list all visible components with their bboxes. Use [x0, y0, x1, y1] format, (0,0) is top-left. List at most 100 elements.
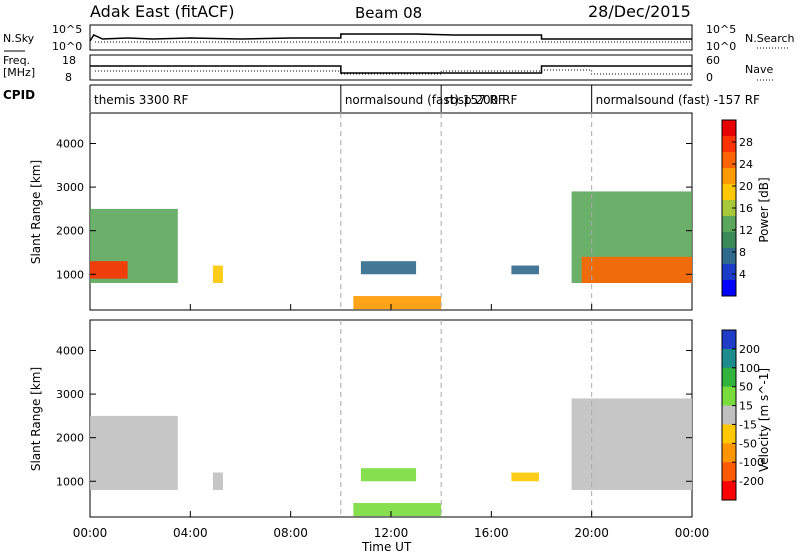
- velocity-colorbar-swatch-2: [722, 367, 736, 388]
- velocity-colorbar-swatch-0: [722, 330, 736, 350]
- velocity-colorbar-tick-label-4: -15: [739, 418, 757, 431]
- velocity-colorbar-title: Velocity [m s^-1]: [757, 368, 771, 472]
- cpid-segment-label-2: rbsp 200 RF: [445, 93, 517, 107]
- x-tick-label-5: 20:00: [574, 526, 609, 540]
- velocity-colorbar-tick-label-0: 200: [739, 343, 760, 356]
- power-colorbar-swatch-8: [722, 248, 736, 265]
- x-tick-label-6: 00:00: [675, 526, 710, 540]
- freq-label: Freq.: [3, 54, 30, 67]
- heatmap-region-4: [360, 261, 417, 275]
- power-colorbar-swatch-2: [722, 152, 736, 169]
- velocity-colorbar-tick-label-2: 50: [739, 381, 753, 394]
- power-colorbar-swatch-5: [722, 200, 736, 217]
- noise-axis-top-left: 10^5: [52, 23, 82, 36]
- power-colorbar-tick-label-4: 12: [739, 224, 753, 237]
- velocity-colorbar-tick-label-5: -50: [739, 437, 757, 450]
- heatmap-region-5: [571, 398, 692, 490]
- heatmap-region-5: [511, 265, 539, 275]
- y-tick-label-3: 4000: [56, 345, 84, 358]
- power-colorbar-title: Power [dB]: [757, 177, 771, 242]
- heatmap-region-3: [360, 468, 417, 482]
- date-title: 28/Dec/2015: [588, 2, 691, 21]
- noise-axis-top-right: 10^5: [706, 23, 736, 36]
- nsearch-label: N.Search: [745, 32, 795, 45]
- freq-tick-bottom: 8: [65, 71, 72, 84]
- power-colorbar-tick-label-6: 4: [739, 268, 746, 281]
- heatmap-region-1: [90, 261, 128, 279]
- power-colorbar-swatch-6: [722, 216, 736, 233]
- cpid-segment-label-0: themis 3300 RF: [94, 93, 188, 107]
- cpid-label: CPID: [3, 88, 35, 102]
- velocity-colorbar-swatch-3: [722, 386, 736, 407]
- freq-unit-label: [MHz]: [3, 66, 35, 79]
- power-colorbar-swatch-1: [722, 136, 736, 153]
- nave-series-line: [95, 69, 692, 75]
- power-colorbar-tick-label-5: 8: [739, 246, 746, 259]
- nave-tick-top: 60: [706, 54, 720, 67]
- x-tick-label-4: 16:00: [474, 526, 509, 540]
- freq-panel-frame: [89, 54, 693, 81]
- power-colorbar-swatch-3: [722, 168, 736, 185]
- power-colorbar-tick-label-1: 24: [739, 158, 753, 171]
- noise-panel-frame: [89, 24, 693, 51]
- velocity-colorbar-swatch-8: [722, 481, 736, 501]
- cpid-segments: themis 3300 RF normalsound (fast) 157 RFr…: [89, 85, 760, 112]
- heatmap-region-2: [353, 503, 442, 517]
- nsky-label: N.Sky: [3, 32, 35, 45]
- noise-axis-bottom-left: 10^0: [52, 40, 82, 53]
- velocity-colorbar: 200 100 50 15 -15 -50 -100 -200: [721, 329, 764, 501]
- power-colorbar-swatch-4: [722, 184, 736, 201]
- velocity-colorbar-swatch-7: [722, 462, 736, 482]
- x-tick-label-3: 12:00: [374, 526, 409, 540]
- heatmap-region-0: [90, 415, 178, 490]
- y-tick-label-2: 3000: [56, 388, 84, 401]
- power-colorbar-tick-label-0: 28: [739, 136, 753, 149]
- power-colorbar-swatch-0: [722, 120, 736, 137]
- y-tick-label-0: 1000: [56, 268, 84, 281]
- power-heatmap: [90, 113, 692, 310]
- time-x-axis: 00:00 04:00 08:00 12:00 16:00 20:00 00:00: [73, 304, 710, 540]
- heatmap-region-2: [212, 265, 223, 283]
- y-tick-label-2: 3000: [56, 181, 84, 194]
- power-colorbar: 28 24 20 16 12 8 4: [721, 119, 753, 297]
- heatmap-region-3: [353, 296, 442, 310]
- velocity-colorbar-tick-label-7: -200: [739, 475, 764, 488]
- y-tick-label-1: 2000: [56, 432, 84, 445]
- freq-tick-top: 18: [62, 54, 76, 67]
- y-tick-label-0: 1000: [56, 475, 84, 488]
- velocity-colorbar-tick-label-6: -100: [739, 456, 764, 469]
- power-colorbar-swatch-7: [722, 232, 736, 249]
- noise-axis-bottom-right: 10^0: [706, 40, 736, 53]
- power-colorbar-tick-label-2: 20: [739, 180, 753, 193]
- nave-tick-bottom: 0: [706, 71, 713, 84]
- x-tick-label-1: 04:00: [173, 526, 208, 540]
- velocity-colorbar-tick-label-1: 100: [739, 362, 760, 375]
- heatmap-region-1: [212, 472, 223, 490]
- velocity-colorbar-swatch-1: [722, 348, 736, 369]
- y-tick-label-3: 4000: [56, 138, 84, 151]
- velocity-colorbar-swatch-5: [722, 424, 736, 444]
- velocity-ylabel: Slant Range [km]: [29, 367, 43, 471]
- velocity-colorbar-swatch-4: [722, 405, 736, 425]
- station-title: Adak East (fitACF): [90, 2, 234, 21]
- velocity-colorbar-swatch-6: [722, 443, 736, 463]
- nsky-series-line: [89, 33, 692, 42]
- freq-series-line: [90, 65, 692, 74]
- time-axis-label: Time UT: [361, 540, 412, 554]
- power-ylabel: Slant Range [km]: [29, 160, 43, 264]
- y-tick-label-1: 2000: [56, 225, 84, 238]
- power-y-axis: 1000 2000 3000 4000: [56, 138, 692, 281]
- velocity-colorbar-tick-label-3: 15: [739, 400, 753, 413]
- cpid-segment-label-3: normalsound (fast) -157 RF: [596, 93, 760, 107]
- heatmap-region-4: [511, 472, 539, 482]
- beam-title: Beam 08: [355, 4, 422, 22]
- power-colorbar-swatch-9: [722, 264, 736, 281]
- velocity-colorbar-frame: [721, 329, 737, 501]
- nave-label: Nave: [745, 63, 773, 76]
- velocity-y-axis: 1000 2000 3000 4000: [56, 345, 692, 488]
- velocity-heatmap: [90, 320, 692, 517]
- x-tick-label-0: 00:00: [73, 526, 108, 540]
- heatmap-region-7: [581, 256, 692, 283]
- x-tick-label-2: 08:00: [273, 526, 308, 540]
